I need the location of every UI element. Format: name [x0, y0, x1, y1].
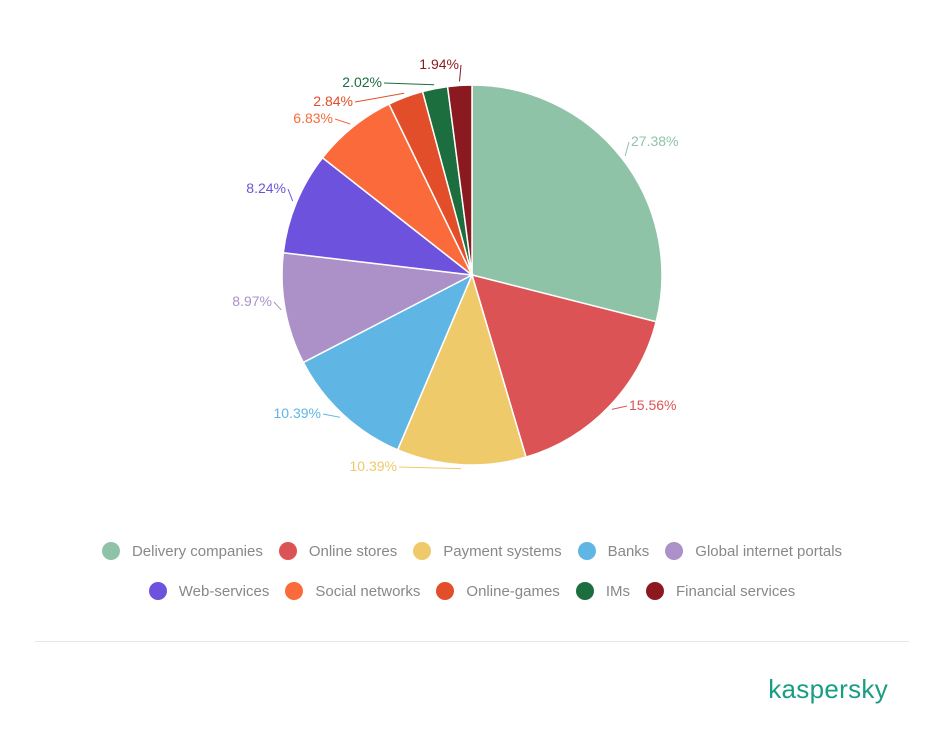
legend-row-1: Delivery companies Online stores Payment s… — [0, 542, 944, 560]
data-label-online-games: 2.84% — [313, 93, 353, 109]
legend-label-delivery-companies: Delivery companies — [131, 542, 263, 560]
legend-swatch-social-networks — [285, 582, 304, 600]
legend-label-online-games: Online-games — [466, 582, 560, 600]
legend-item-ims: IMs — [575, 582, 630, 600]
leader-line-payment-systems — [398, 466, 461, 470]
leader-line-global-internet-portals — [273, 301, 282, 311]
legend-item-global-internet-portals: Global internet portals — [665, 542, 842, 560]
legend-label-social-networks: Social networks — [315, 582, 421, 600]
leader-line-online-games — [354, 92, 405, 103]
data-label-global-internet-portals: 8.97% — [232, 293, 272, 309]
legend-swatch-financial-services — [645, 582, 664, 600]
leader-line-social-networks — [334, 118, 351, 125]
data-label-online-stores: 15.56% — [629, 397, 676, 413]
legend-swatch-online-stores — [278, 542, 297, 560]
data-label-financial-services: 1.94% — [419, 56, 459, 72]
legend-item-delivery-companies: Delivery companies — [101, 542, 263, 560]
leader-line-banks — [322, 413, 341, 418]
legend-label-payment-systems: Payment systems — [443, 542, 562, 560]
pie-slice-financial-services — [446, 84, 473, 276]
footer-divider — [35, 641, 909, 642]
data-label-social-networks: 6.83% — [293, 110, 333, 126]
legend-item-financial-services: Financial services — [645, 582, 796, 600]
data-label-ims: 2.02% — [342, 74, 382, 90]
data-label-web-services: 8.24% — [246, 180, 286, 196]
legend-item-payment-systems: Payment systems — [413, 542, 562, 560]
leader-line-online-stores — [611, 405, 628, 410]
pie-slice-banks — [302, 273, 474, 451]
legend-label-banks: Banks — [607, 542, 650, 560]
legend-swatch-global-internet-portals — [665, 542, 684, 560]
data-label-delivery-companies: 27.38% — [631, 133, 678, 149]
pie-slice-global-internet-portals — [281, 251, 475, 364]
legend-label-financial-services: Financial services — [675, 582, 796, 600]
legend-item-web-services: Web-services — [148, 582, 270, 600]
legend-item-online-games: Online-games — [436, 582, 560, 600]
pie-slice-payment-systems — [396, 272, 527, 466]
legend-label-global-internet-portals: Global internet portals — [695, 542, 843, 560]
pie-chart: 27.38%15.56%10.39%10.39%8.97%8.24%6.83%2… — [232, 56, 678, 474]
kaspersky-logo: kaspersky — [768, 674, 888, 704]
leader-line-delivery-companies — [624, 141, 630, 157]
legend-swatch-ims — [575, 582, 594, 600]
leader-line-ims — [383, 82, 435, 86]
leader-line-financial-services — [459, 64, 462, 82]
leader-line-web-services — [287, 188, 294, 202]
legend-swatch-delivery-companies — [101, 542, 120, 560]
legend-label-web-services: Web-services — [178, 582, 270, 600]
legend-label-online-stores: Online stores — [308, 542, 398, 560]
legend-swatch-web-services — [148, 582, 167, 600]
pie-slice-web-services — [282, 156, 475, 277]
legend-swatch-online-games — [436, 582, 455, 600]
data-label-payment-systems: 10.39% — [350, 458, 397, 474]
legend-item-banks: Banks — [577, 542, 650, 560]
data-label-banks: 10.39% — [274, 405, 321, 421]
legend-label-ims: IMs — [605, 582, 630, 600]
pie-slice-online-stores — [470, 273, 658, 459]
legend-swatch-payment-systems — [413, 542, 432, 560]
legend-item-online-stores: Online stores — [278, 542, 398, 560]
pie-slice-delivery-companies — [471, 84, 663, 323]
legend-swatch-banks — [577, 542, 596, 560]
legend-item-social-networks: Social networks — [285, 582, 420, 600]
legend-row-2: Web-services Social networks Online-games I… — [0, 582, 944, 600]
